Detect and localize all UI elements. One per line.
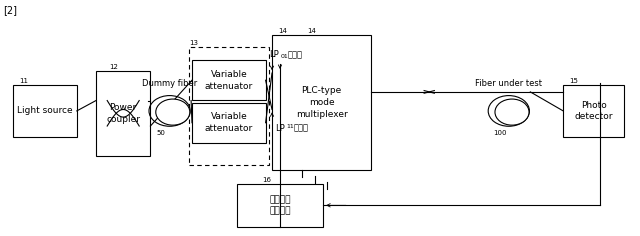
Text: Variable
attenuator: Variable attenuator xyxy=(205,112,253,133)
Text: 100: 100 xyxy=(493,130,507,136)
Text: 損失測定
制御装置: 損失測定 制御装置 xyxy=(269,195,291,216)
Text: Dummy fiber: Dummy fiber xyxy=(142,80,197,88)
Bar xyxy=(96,71,150,156)
Ellipse shape xyxy=(156,99,190,125)
Text: 11: 11 xyxy=(19,78,28,84)
Text: ポート: ポート xyxy=(294,124,308,133)
Text: Light source: Light source xyxy=(17,106,72,115)
Text: Variable
attenuator: Variable attenuator xyxy=(205,70,253,91)
Bar xyxy=(272,35,371,170)
Text: 11: 11 xyxy=(287,124,294,129)
Text: 12: 12 xyxy=(109,64,118,70)
Bar xyxy=(189,47,269,165)
Text: 16: 16 xyxy=(262,177,271,183)
Text: 14: 14 xyxy=(278,28,287,34)
Bar xyxy=(237,184,323,227)
Text: Photo
detector: Photo detector xyxy=(574,101,613,121)
Text: Power
coupler: Power coupler xyxy=(106,103,140,124)
Ellipse shape xyxy=(495,99,529,125)
Bar xyxy=(192,60,266,100)
Text: PLC-type
mode
multiplexer: PLC-type mode multiplexer xyxy=(296,86,348,119)
Text: 15: 15 xyxy=(570,78,579,84)
Text: [2]: [2] xyxy=(3,5,17,15)
Bar xyxy=(13,85,77,137)
Text: Fiber under test: Fiber under test xyxy=(476,80,542,88)
Text: 50: 50 xyxy=(156,130,165,136)
Text: 13: 13 xyxy=(189,40,198,46)
Bar xyxy=(192,103,266,143)
Text: 14: 14 xyxy=(307,28,316,34)
Text: ポート: ポート xyxy=(287,50,302,59)
Bar xyxy=(563,85,624,137)
Text: LP: LP xyxy=(275,124,285,133)
Text: LP: LP xyxy=(269,50,278,59)
Text: 01: 01 xyxy=(280,54,288,59)
